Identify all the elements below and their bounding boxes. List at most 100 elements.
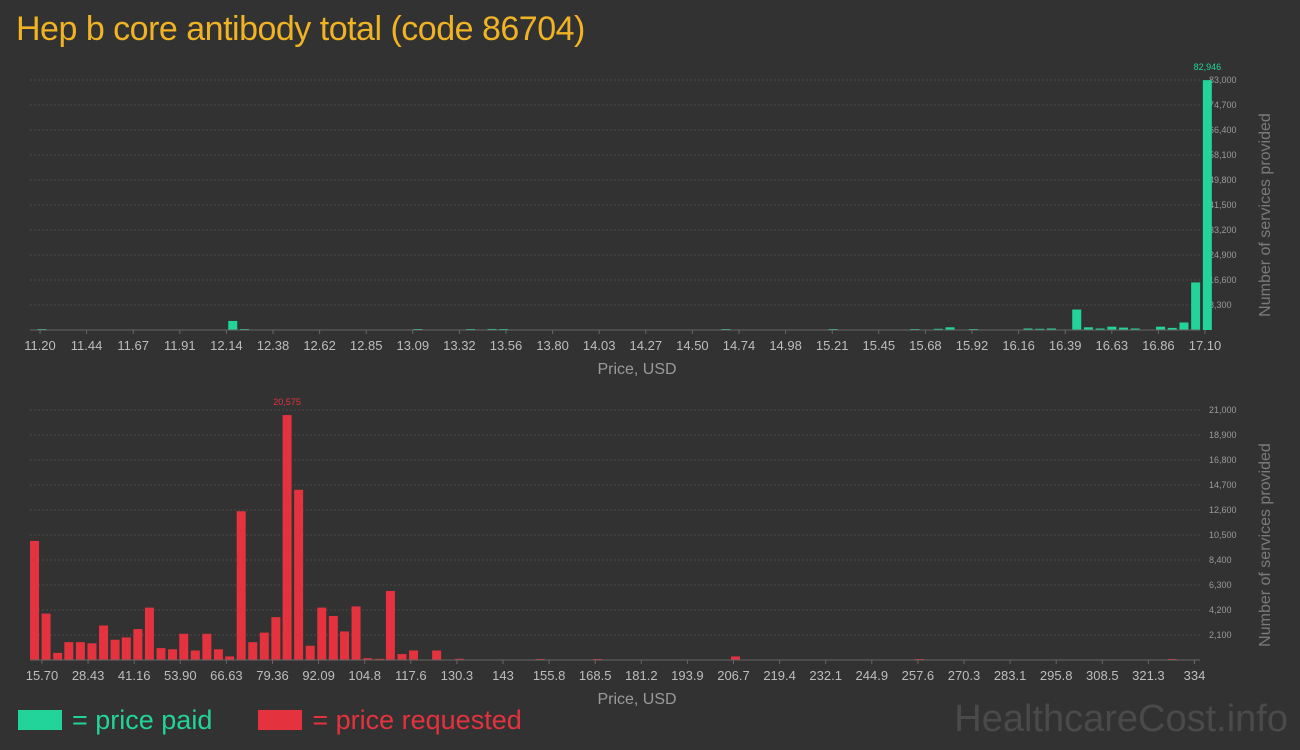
bar xyxy=(236,511,246,660)
bar xyxy=(64,642,74,660)
bar xyxy=(225,656,235,660)
bar xyxy=(945,327,955,330)
bar xyxy=(121,637,131,660)
bar xyxy=(1072,309,1082,330)
x-tick-label: 92.09 xyxy=(302,668,335,683)
y-tick-label: 49,800 xyxy=(1209,175,1237,185)
chart-price-paid: 8,300 16,600 24,900 33,200 41,500 49,800 58,10… xyxy=(24,62,1274,378)
y-tick-label: 66,400 xyxy=(1209,125,1237,135)
x-tick-label: 321.3 xyxy=(1132,668,1165,683)
x-tick-label: 14.98 xyxy=(769,338,802,353)
bar xyxy=(730,656,740,660)
x-tick-label: 130.3 xyxy=(441,668,474,683)
peak-value-label: 20,575 xyxy=(273,397,301,407)
y-tick-label: 10,500 xyxy=(1209,530,1237,540)
bar xyxy=(144,607,154,660)
bar xyxy=(87,643,97,660)
bar xyxy=(1095,328,1105,330)
bar xyxy=(41,613,51,660)
bar xyxy=(1107,326,1117,330)
bar xyxy=(75,642,85,660)
x-tick-label: 168.5 xyxy=(579,668,612,683)
bar xyxy=(271,617,281,660)
x-tick-label: 16.63 xyxy=(1096,338,1129,353)
bar xyxy=(1179,322,1189,330)
x-tick-label: 155.8 xyxy=(533,668,566,683)
bar xyxy=(1167,327,1177,330)
chart-price-requested: 2,100 4,200 6,300 8,400 10,500 12,600 14,700 16… xyxy=(26,397,1274,708)
x-tick-label: 14.50 xyxy=(676,338,709,353)
x-tick-label: 308.5 xyxy=(1086,668,1119,683)
x-tick-label: 66.63 xyxy=(210,668,243,683)
bar xyxy=(282,415,292,660)
bar xyxy=(1191,282,1201,330)
x-tick-label: 270.3 xyxy=(948,668,981,683)
bar xyxy=(374,658,384,660)
x-tick-label: 16.16 xyxy=(1002,338,1035,353)
brand-watermark: HealthcareCost.info xyxy=(954,698,1288,740)
y-tick-label: 4,200 xyxy=(1209,605,1232,615)
y-tick-label: 16,600 xyxy=(1209,275,1237,285)
x-tick-label: 104.8 xyxy=(348,668,381,683)
y-tick-label: 83,000 xyxy=(1209,75,1237,85)
x-tick-label: 15.21 xyxy=(816,338,849,353)
bar xyxy=(1119,327,1129,330)
x-tick-label: 12.62 xyxy=(303,338,336,353)
x-tick-label: 219.4 xyxy=(763,668,796,683)
x-tick-label: 16.39 xyxy=(1049,338,1082,353)
bar xyxy=(351,606,361,660)
bar xyxy=(432,650,442,660)
x-tick-label: 28.43 xyxy=(72,668,105,683)
y-tick-label: 58,100 xyxy=(1209,150,1237,160)
x-axis-label: Price, USD xyxy=(597,691,676,708)
y-axis-label: Number of services provided xyxy=(1257,113,1274,317)
bar xyxy=(156,648,166,660)
bar xyxy=(294,489,304,660)
x-tick-label: 12.85 xyxy=(350,338,383,353)
x-tick-label: 14.27 xyxy=(630,338,663,353)
x-tick-label: 12.14 xyxy=(210,338,243,353)
bar xyxy=(1130,328,1140,330)
legend-swatch-price-paid xyxy=(18,710,62,730)
x-tick-label: 53.90 xyxy=(164,668,197,683)
bar xyxy=(933,328,943,330)
bar xyxy=(1023,328,1033,330)
bar xyxy=(53,652,63,660)
y-tick-label: 16,800 xyxy=(1209,455,1237,465)
x-tick-label: 11.20 xyxy=(24,338,56,353)
legend-swatch-price-requested xyxy=(258,710,303,730)
bar xyxy=(1083,327,1093,330)
y-axis-label: Number of services provided xyxy=(1257,443,1274,647)
legend-item-price-paid: = price paid xyxy=(18,705,212,736)
x-tick-label: 143 xyxy=(492,668,514,683)
legend-label-price-paid: = price paid xyxy=(72,704,213,735)
bar xyxy=(340,631,350,660)
x-tick-label: 41.16 xyxy=(118,668,151,683)
x-tick-label: 15.68 xyxy=(909,338,942,353)
y-tick-label: 12,600 xyxy=(1209,505,1237,515)
bar xyxy=(409,650,419,660)
x-tick-label: 13.80 xyxy=(536,338,569,353)
page-title: Hep b core antibody total (code 86704) xyxy=(16,10,585,48)
bar xyxy=(190,650,200,660)
bar xyxy=(179,633,189,660)
y-tick-label: 6,300 xyxy=(1209,580,1232,590)
bar xyxy=(487,328,497,330)
x-tick-label: 206.7 xyxy=(717,668,750,683)
bar xyxy=(259,632,269,660)
bar xyxy=(30,540,40,660)
x-tick-label: 16.86 xyxy=(1142,338,1175,353)
bar xyxy=(363,658,373,660)
y-tick-label: 8,400 xyxy=(1209,555,1232,565)
x-tick-label: 14.74 xyxy=(723,338,756,353)
x-tick-label: 257.6 xyxy=(902,668,935,683)
x-tick-label: 17.10 xyxy=(1189,338,1222,353)
y-tick-label: 24,900 xyxy=(1209,250,1237,260)
y-tick-label: 2,100 xyxy=(1209,630,1232,640)
x-tick-label: 334 xyxy=(1184,668,1206,683)
y-tick-label: 8,300 xyxy=(1209,300,1232,310)
bar xyxy=(213,649,223,660)
bar xyxy=(454,658,464,660)
bar xyxy=(1202,80,1212,330)
bar xyxy=(228,320,238,330)
